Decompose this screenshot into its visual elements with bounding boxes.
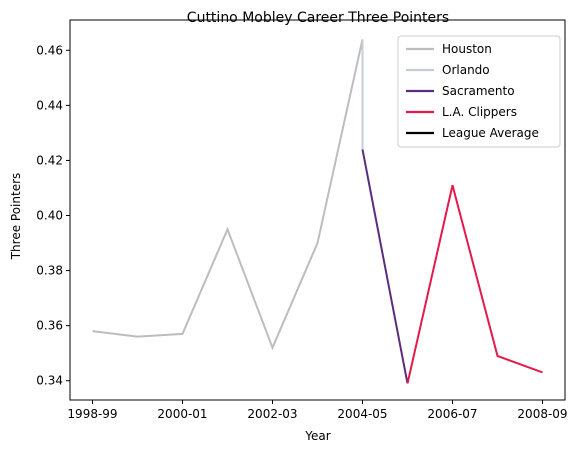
legend-label-orlando: Orlando (442, 63, 490, 77)
series-line-sacramento (361, 149, 409, 384)
legend: Houston Orlando Sacramento L.A. Clippers Lea… (397, 35, 561, 148)
x-tick-label: 1998-99 (67, 407, 117, 421)
y-tick-label: 0.40 (36, 209, 63, 223)
legend-label-sacramento: Sacramento (442, 84, 515, 98)
plot-frame (69, 19, 566, 401)
x-axis-ticks: 1998-99 2000-01 2002-03 2004-05 2006-07 2008-… (67, 400, 568, 421)
y-tick-label: 0.38 (36, 264, 63, 278)
series-lines (92, 39, 543, 384)
legend-label-l-a-clippers: L.A. Clippers (442, 105, 517, 119)
legend-label-houston: Houston (442, 42, 492, 56)
series-line-l-a-clippers (406, 184, 543, 384)
x-tick-label: 2002-03 (247, 407, 297, 421)
legend-label-league-average: League Average (442, 126, 539, 140)
x-tick-label: 2008-09 (517, 407, 567, 421)
y-tick-label: 0.44 (36, 98, 63, 112)
x-tick-label: 2006-07 (427, 407, 477, 421)
x-tick-label: 2004-05 (337, 407, 387, 421)
y-tick-label: 0.46 (36, 43, 63, 57)
y-tick-label: 0.34 (36, 374, 63, 388)
y-axis-ticks: 0.34 0.36 0.38 0.40 0.42 0.44 0.46 (36, 43, 70, 388)
series-line-houston (92, 39, 364, 351)
y-tick-label: 0.42 (36, 153, 63, 167)
x-axis-label: Year (304, 429, 330, 443)
chart-title: Cuttino Mobley Career Three Pointers (187, 10, 449, 26)
y-axis-label: Three Pointers (9, 173, 23, 261)
legend-frame (397, 35, 561, 148)
x-tick-label: 2000-01 (157, 407, 207, 421)
y-tick-label: 0.36 (36, 319, 63, 333)
